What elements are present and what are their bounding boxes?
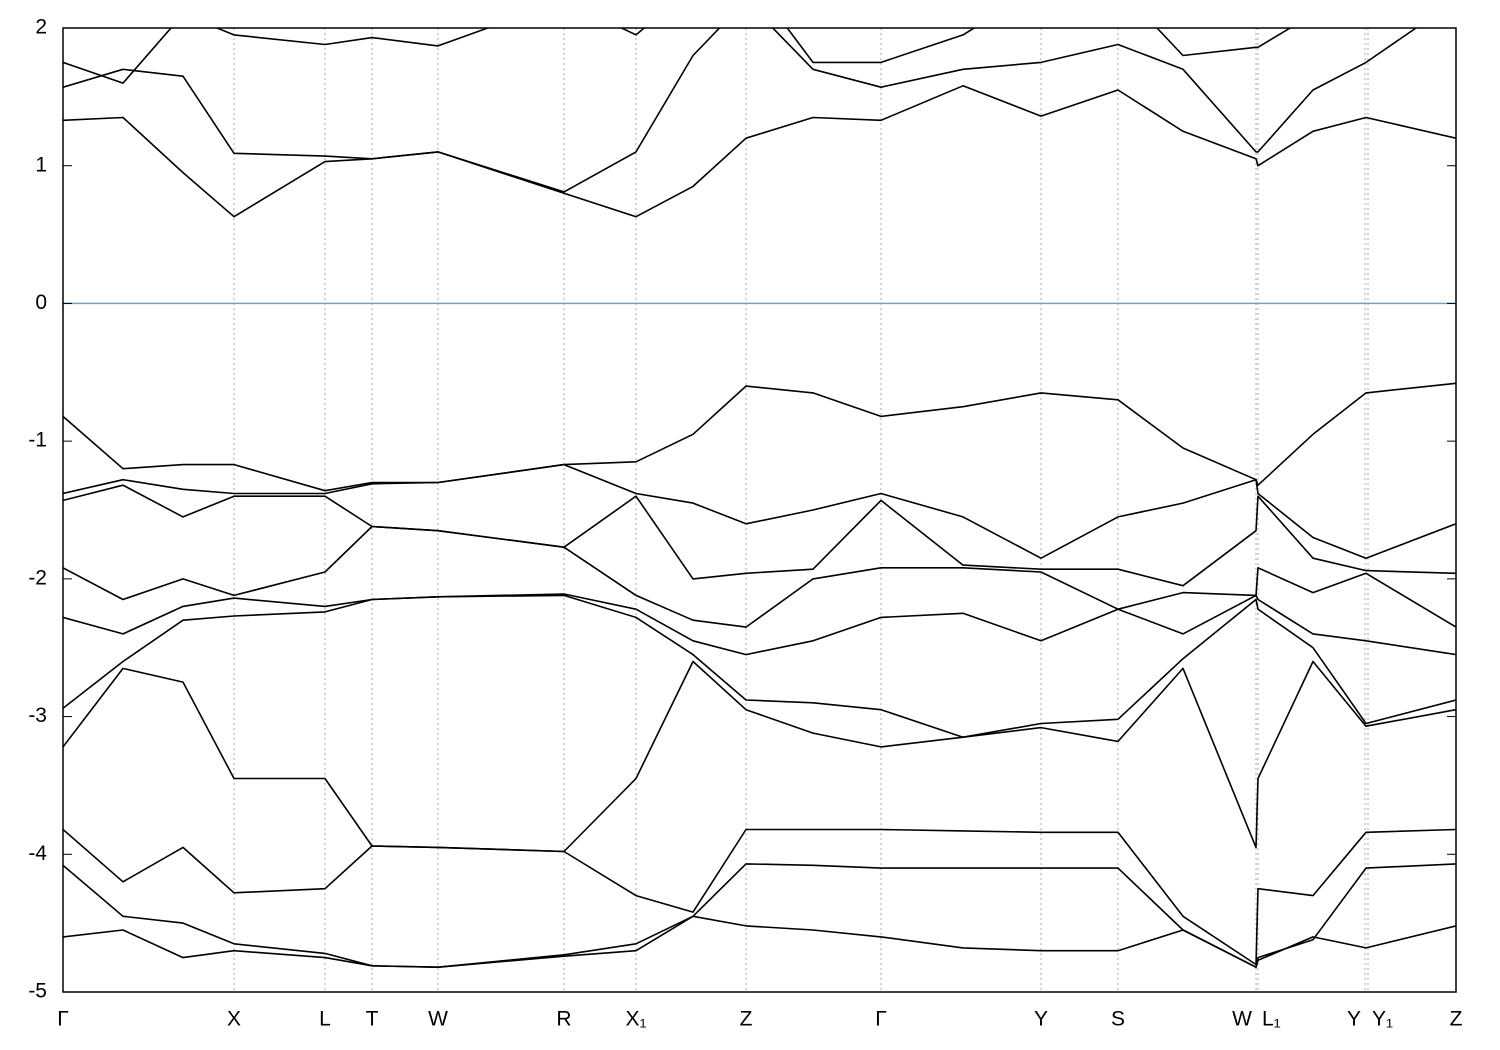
- x-tick-label: L₁: [1262, 1008, 1281, 1031]
- band-line: [63, 593, 1456, 656]
- x-tick-label: Γ: [875, 1008, 887, 1031]
- y-tick-label: 2: [35, 16, 47, 39]
- x-tick-label: T: [366, 1008, 379, 1031]
- band-line: [63, 594, 1456, 738]
- x-tick-label: Z: [740, 1008, 753, 1031]
- x-tick-label: L: [319, 1008, 331, 1031]
- band-line: [63, 915, 1456, 968]
- x-tick-label: X₁: [625, 1008, 646, 1031]
- x-tick-label: Y: [1034, 1008, 1048, 1031]
- y-tick-label: 0: [35, 291, 47, 314]
- band-line: [63, 28, 1418, 193]
- plot-frame: [62, 27, 1457, 993]
- bands: [63, 28, 1456, 968]
- y-tick-label: -3: [28, 704, 47, 727]
- x-tick-label: Z: [1450, 1008, 1463, 1031]
- band-line: [63, 863, 1456, 968]
- band-line: [63, 85, 1456, 218]
- x-tick-label: W: [1232, 1008, 1252, 1031]
- x-tick-label: Y₁: [1372, 1008, 1393, 1031]
- x-tick-label: W: [428, 1008, 448, 1031]
- x-tick-label: X: [227, 1008, 241, 1031]
- y-tick-label: -5: [28, 980, 47, 1003]
- ticks: -5 -4 -3 -2 -1 0 1 2 Γ X L T W R X₁ Z Γ Y S W L₁ Y Y₁ Z: [28, 16, 1462, 1031]
- x-tick-label: R: [556, 1008, 571, 1031]
- band-line: [63, 525, 1456, 628]
- band-line: [63, 463, 1456, 559]
- y-tick-label: -2: [28, 566, 47, 589]
- band-line: [63, 828, 1456, 966]
- band-line: [63, 484, 1456, 587]
- y-tick-label: -4: [28, 842, 47, 865]
- band-line: [63, 28, 1292, 84]
- y-tick-label: 1: [35, 153, 47, 176]
- y-tick-label: -1: [28, 429, 47, 452]
- band-line: [63, 382, 1456, 492]
- x-tick-label: S: [1111, 1008, 1125, 1031]
- x-tick-label: Γ: [57, 1008, 69, 1031]
- grid: [62, 28, 1457, 992]
- x-tick-label: Y: [1347, 1008, 1361, 1031]
- band-line: [63, 660, 1456, 853]
